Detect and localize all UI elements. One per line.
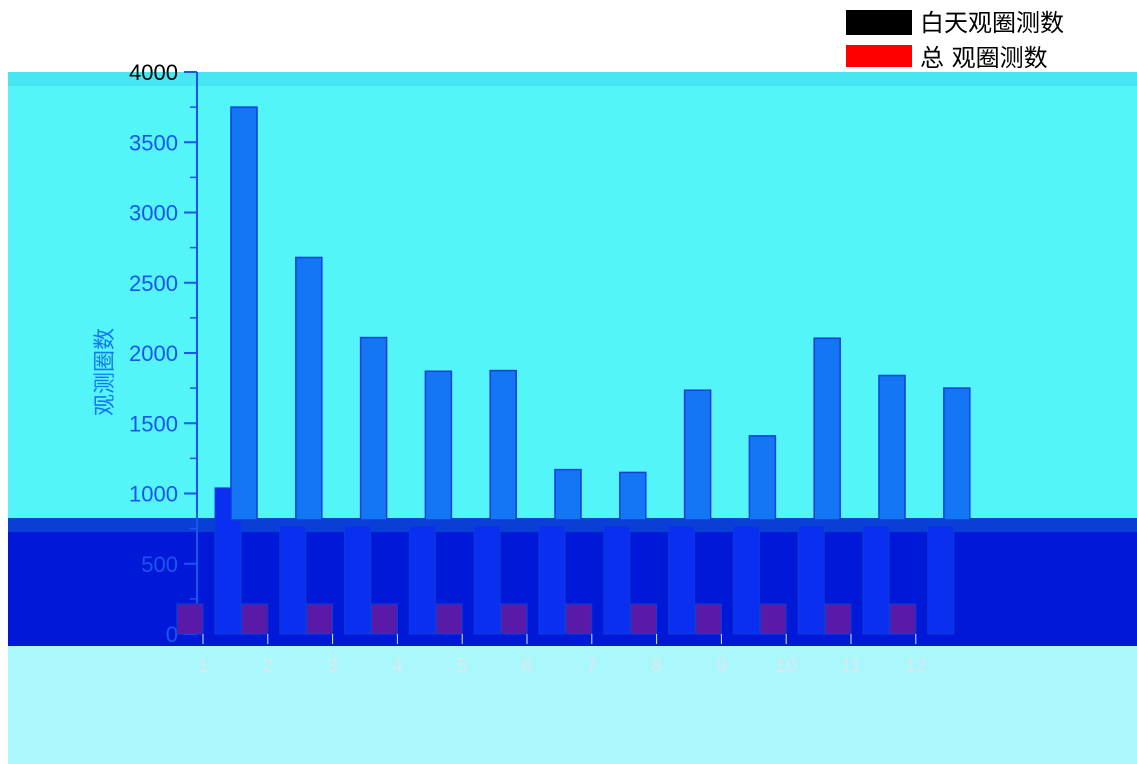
x-tick-label: 7 [586,655,597,677]
bar-total [683,389,712,521]
bar-total [489,369,517,521]
x-tick-label: 12 [905,655,927,677]
bar-total [359,336,388,521]
bar-day [603,525,631,635]
top-strip [8,72,1137,86]
bar-day-base [694,603,722,635]
y-tick-label: 3500 [129,130,178,155]
bar-day-base [889,603,917,635]
bar-day [927,525,955,635]
x-tick-label: 8 [651,655,662,677]
bar-total [554,468,582,521]
bar-day-base [241,603,269,635]
x-tick-label: 4 [392,655,403,677]
bar-total [943,387,971,521]
bar-day [473,525,501,635]
bar-day [279,525,307,635]
bar-day [408,525,436,635]
x-tick-label: 5 [457,655,468,677]
y-axis: 0 500 1000 1500 2000 2500 3000 3500 4000 [129,60,198,647]
bar-day-base [565,603,593,635]
y-tick-label: 2000 [129,341,178,366]
legend-swatch-total [846,45,912,67]
bar-day-base [176,603,204,635]
bar-day [732,525,760,635]
bar-total [748,435,777,521]
bar-day-base [306,603,334,635]
bar-day-base [500,603,528,635]
legend-swatch-day [846,10,912,35]
y-tick-label: 500 [141,552,178,577]
y-tick-label: 4000 [129,60,178,85]
bar-day [344,525,372,635]
y-tick-label: 2500 [129,271,178,296]
bar-day-base [630,603,658,635]
x-tick-label: 6 [521,655,532,677]
bar-total [619,471,647,521]
bar-day [797,525,825,635]
bottom-band [8,646,1137,764]
legend-label-day: 白天观圈测数 [920,9,1064,37]
x-tick-label: 3 [327,655,338,677]
bars [176,106,971,635]
y-axis-label: 观测圈数 [93,328,118,416]
bar-day [538,525,566,635]
y-tick-label: 3000 [129,201,178,226]
bar-day-base [759,603,787,635]
y-tick-label: 1500 [129,411,178,436]
bar-day-base [824,603,852,635]
bar-total [295,256,323,521]
x-axis: 1 2 3 4 5 6 7 8 9 10 11 12 [197,634,927,677]
bar-day [862,525,890,635]
x-tick-label: 1 [197,655,208,677]
x-tick-label: 2 [262,655,273,677]
bar-day-base [370,603,398,635]
bar-total [230,106,258,521]
bar-total [878,374,906,521]
legend: 白天观圈测数 总 观圈测数 [846,9,1064,72]
x-tick-label: 9 [716,655,727,677]
x-tick-label: 10 [775,655,797,677]
y-tick-label: 1000 [129,482,178,507]
bar-total [813,337,841,521]
bar-day-base [435,603,463,635]
bar-day [668,525,696,635]
y-tick-label: 0 [166,622,178,647]
legend-label-total: 总 观圈测数 [920,44,1048,72]
x-tick-label: 11 [841,655,862,677]
bar-total [424,370,453,521]
